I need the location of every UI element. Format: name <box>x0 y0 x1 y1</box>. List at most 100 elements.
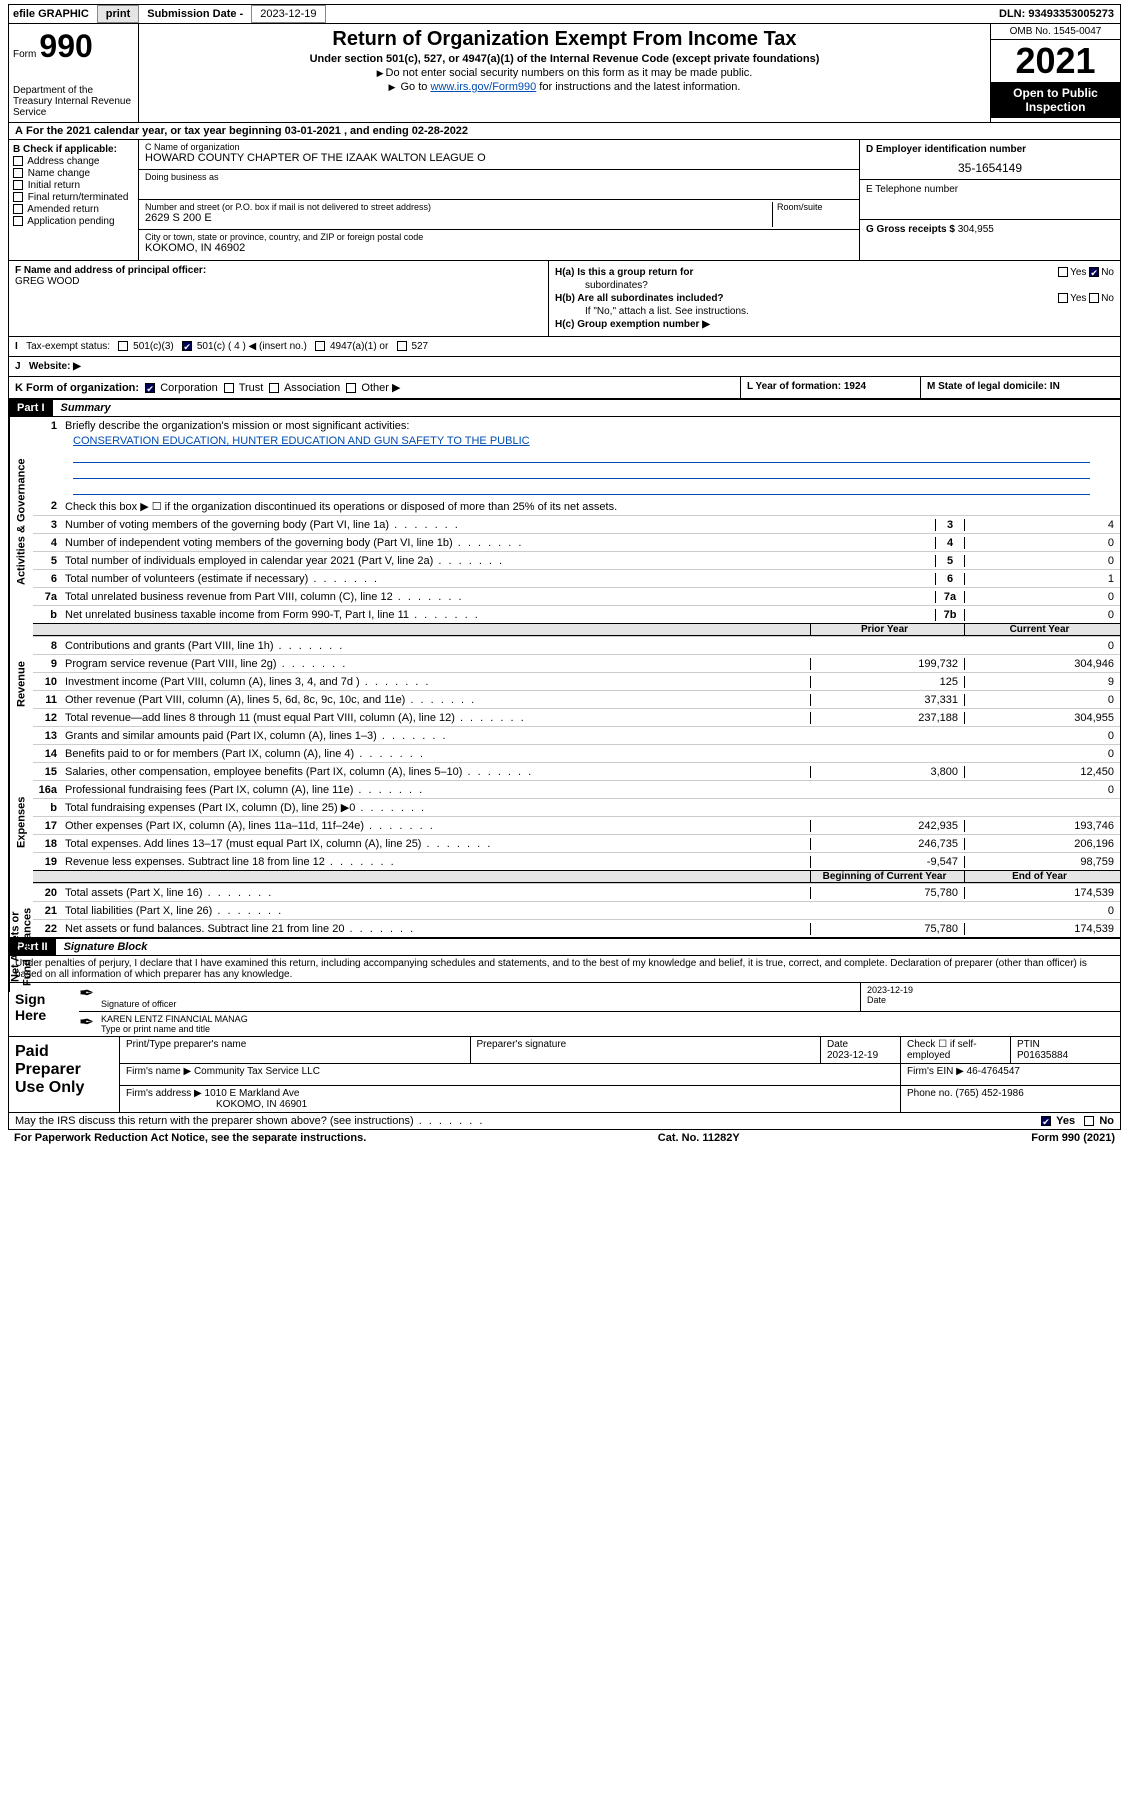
firm-name-cell: Firm's name ▶ Community Tax Service LLC <box>119 1064 900 1085</box>
tax-year: 2021 <box>991 40 1120 82</box>
instruction-1: Do not enter social security numbers on … <box>147 67 982 79</box>
form-footer: Form 990 (2021) <box>1031 1132 1115 1144</box>
prep-row-2: Firm's name ▶ Community Tax Service LLC … <box>119 1064 1120 1086</box>
k-assoc-checkbox[interactable] <box>269 383 279 393</box>
vlabel-expenses: Expenses <box>9 742 33 902</box>
prep-title: Paid Preparer Use Only <box>9 1037 119 1112</box>
sig-officer-label: Signature of officer <box>101 999 854 1009</box>
group-return-box: H(a) Is this a group return for Yes ✔No … <box>549 261 1120 336</box>
i-501c3-checkbox[interactable] <box>118 341 128 351</box>
firm-ein-cell: Firm's EIN ▶ 46-4764547 <box>900 1064 1120 1085</box>
ha-yes: Yes <box>1070 267 1086 278</box>
i-501c-checkbox[interactable]: ✔ <box>182 341 192 351</box>
subtitle: Under section 501(c), 527, or 4947(a)(1)… <box>147 53 982 65</box>
prep-sig-label: Preparer's signature <box>470 1037 821 1063</box>
ptin-value: P01635884 <box>1017 1050 1114 1061</box>
vlabel-governance: Activities & Governance <box>9 417 33 627</box>
ein-label: D Employer identification number <box>866 144 1114 155</box>
checkbox[interactable] <box>13 204 23 214</box>
ha-yes-checkbox[interactable] <box>1058 267 1068 277</box>
checkbox[interactable] <box>13 156 23 166</box>
part-i-num: Part I <box>9 400 53 416</box>
i-4947-checkbox[interactable] <box>315 341 325 351</box>
summary-line: 11Other revenue (Part VIII, column (A), … <box>33 690 1120 708</box>
mission-blank3 <box>73 481 1090 495</box>
pen-arrow-1: ✒ <box>79 983 95 1011</box>
ha-no-checkbox[interactable]: ✔ <box>1089 267 1099 277</box>
prep-name-label: Print/Type preparer's name <box>119 1037 470 1063</box>
i-527-checkbox[interactable] <box>397 341 407 351</box>
prep-selfemp: Check ☐ if self-employed <box>900 1037 1010 1063</box>
summary-line: 15Salaries, other compensation, employee… <box>33 762 1120 780</box>
print-button[interactable]: print <box>97 5 139 23</box>
paperwork-notice: For Paperwork Reduction Act Notice, see … <box>14 1132 366 1144</box>
firm-ein: 46-4764547 <box>967 1066 1020 1077</box>
k-other-checkbox[interactable] <box>346 383 356 393</box>
ha-line: H(a) Is this a group return for Yes ✔No <box>555 267 1114 278</box>
ptin-label: PTIN <box>1017 1039 1114 1050</box>
hb-no-checkbox[interactable] <box>1089 293 1099 303</box>
perjury-statement: Under penalties of perjury, I declare th… <box>8 956 1121 983</box>
irs-link[interactable]: www.irs.gov/Form990 <box>430 81 536 93</box>
summary-line: 10Investment income (Part VIII, column (… <box>33 672 1120 690</box>
form-prefix: Form <box>13 49 36 60</box>
dba-label: Doing business as <box>145 172 853 182</box>
gross-receipts-row: G Gross receipts $ 304,955 <box>860 220 1120 260</box>
summary-line: 6Total number of volunteers (estimate if… <box>33 569 1120 587</box>
hb-yes-checkbox[interactable] <box>1058 293 1068 303</box>
col-b-header: B Check if applicable: <box>13 144 134 155</box>
form-header: Form 990 Department of the Treasury Inte… <box>8 24 1121 123</box>
col-b-option: Final return/terminated <box>13 192 134 203</box>
officer-print-name: KAREN LENTZ FINANCIAL MANAG <box>101 1014 1114 1024</box>
summary-line: 8Contributions and grants (Part VIII, li… <box>33 636 1120 654</box>
col-b-option: Application pending <box>13 216 134 227</box>
principal-officer: F Name and address of principal officer:… <box>9 261 549 336</box>
city-row: City or town, state or province, country… <box>139 230 859 260</box>
summary-line: 4Number of independent voting members of… <box>33 533 1120 551</box>
summary-line: 12Total revenue—add lines 8 through 11 (… <box>33 708 1120 726</box>
i-label: Tax-exempt status: <box>26 341 110 352</box>
city-state-zip: KOKOMO, IN 46902 <box>145 242 853 254</box>
discuss-no-checkbox[interactable] <box>1084 1116 1094 1126</box>
hb-yes: Yes <box>1070 293 1086 304</box>
k-corp-checkbox[interactable]: ✔ <box>145 383 155 393</box>
firm-phone: (765) 452-1986 <box>955 1088 1023 1099</box>
checkbox[interactable] <box>13 216 23 226</box>
i-opt1: 501(c)(3) <box>133 341 174 352</box>
firm-addr-label: Firm's address ▶ <box>126 1088 202 1099</box>
section-expenses: 13Grants and similar amounts paid (Part … <box>33 726 1120 870</box>
checkbox[interactable] <box>13 180 23 190</box>
ein-value: 35-1654149 <box>866 161 1114 175</box>
topbar: efile GRAPHIC print Submission Date - 20… <box>8 4 1121 24</box>
dba-row: Doing business as <box>139 170 859 200</box>
summary-line: 14Benefits paid to or for members (Part … <box>33 744 1120 762</box>
sign-right: ✒ Signature of officer 2023-12-19 Date ✒… <box>79 983 1120 1036</box>
checkbox[interactable] <box>13 168 23 178</box>
col-de: D Employer identification number 35-1654… <box>860 140 1120 260</box>
firm-name: Community Tax Service LLC <box>194 1066 320 1077</box>
vlabel-revenue: Revenue <box>9 627 33 742</box>
prep-date-cell: Date 2023-12-19 <box>820 1037 900 1063</box>
part-ii-header: Part II Signature Block <box>8 938 1121 956</box>
col-cd: C Name of organization HOWARD COUNTY CHA… <box>139 140 860 260</box>
mission-blank2 <box>73 465 1090 479</box>
title-box: Return of Organization Exempt From Incom… <box>139 24 990 122</box>
checkbox[interactable] <box>13 192 23 202</box>
k-trust-checkbox[interactable] <box>224 383 234 393</box>
room-label: Room/suite <box>777 202 853 212</box>
sig-date-label: Date <box>867 995 1114 1005</box>
website-row: J Website: ▶ <box>9 357 1120 376</box>
dln: DLN: 93493353005273 <box>999 8 1120 20</box>
i-opt3: 4947(a)(1) or <box>330 341 388 352</box>
ha-sub: subordinates? <box>555 280 1114 291</box>
tax-exempt-row: I Tax-exempt status: 501(c)(3) ✔ 501(c) … <box>9 337 1120 356</box>
form-number-box: Form 990 Department of the Treasury Inte… <box>9 24 139 122</box>
hc-label: H(c) Group exemption number ▶ <box>555 319 710 330</box>
addr-label: Number and street (or P.O. box if mail i… <box>145 202 768 212</box>
state-domicile: M State of legal domicile: IN <box>920 377 1120 398</box>
summary-line: 19Revenue less expenses. Subtract line 1… <box>33 852 1120 870</box>
discuss-yes-checkbox[interactable]: ✔ <box>1041 1116 1051 1126</box>
part-ii-title: Signature Block <box>56 939 1120 955</box>
section-governance: 1 Briefly describe the organization's mi… <box>33 417 1120 623</box>
k-trust: Trust <box>239 382 264 394</box>
